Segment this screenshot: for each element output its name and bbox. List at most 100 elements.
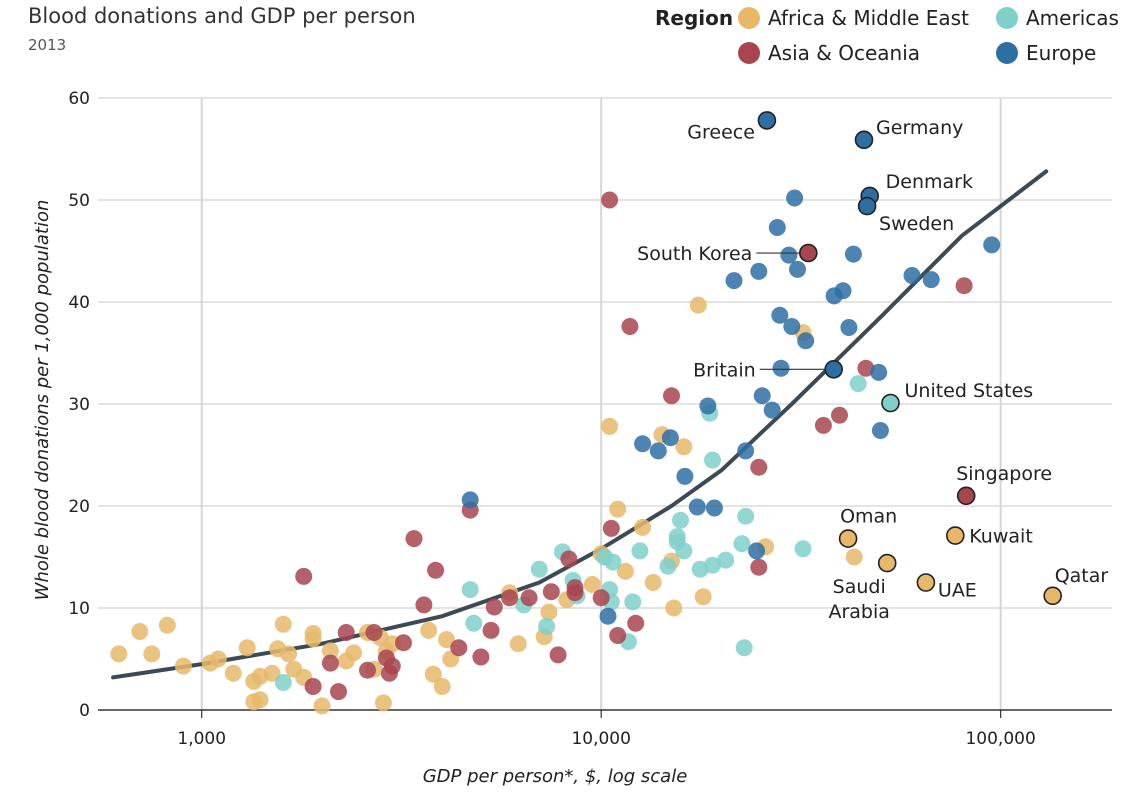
x-tick-label: 10,000	[571, 729, 630, 749]
data-point-africa-middle-east	[540, 603, 558, 621]
highlight-point-uae	[916, 573, 936, 592]
data-point-europe	[750, 262, 768, 280]
data-point-europe	[834, 282, 852, 300]
highlight-point-united-states	[881, 393, 900, 413]
data-point-asia-oceania	[321, 654, 339, 672]
data-point-americas	[461, 581, 479, 599]
data-point-americas	[675, 542, 693, 560]
annotation-britain: Britain	[693, 359, 756, 381]
data-point-americas	[274, 674, 292, 691]
data-point-asia-oceania	[609, 627, 627, 644]
data-point-europe	[771, 306, 789, 324]
data-point-africa-middle-east	[616, 562, 634, 580]
data-point-asia-oceania	[472, 648, 490, 666]
data-point-europe	[649, 442, 667, 460]
data-point-europe	[922, 271, 940, 289]
data-point-americas	[604, 553, 622, 571]
y-tick-label: 0	[79, 701, 90, 721]
chart-subtitle: 2013	[28, 36, 67, 54]
data-point-asia-oceania	[663, 387, 680, 405]
data-point-americas	[849, 375, 867, 393]
data-point-africa-middle-east	[304, 630, 322, 648]
data-point-americas	[465, 614, 483, 632]
legend-label-asia-oceania: Asia & Oceania	[768, 41, 921, 65]
data-point-africa-middle-east	[583, 576, 601, 593]
annotation-singapore: Singapore	[956, 463, 1052, 485]
data-point-asia-oceania	[955, 277, 973, 295]
data-point-africa-middle-east	[110, 645, 128, 663]
annotation-denmark: Denmark	[886, 171, 973, 193]
data-point-asia-oceania	[485, 598, 503, 616]
data-point-africa-middle-east	[280, 645, 298, 663]
y-tick-label: 10	[68, 599, 90, 619]
data-point-americas	[704, 451, 721, 469]
data-point-asia-oceania	[330, 683, 347, 701]
legend-item-americas: Americas	[996, 6, 1119, 30]
highlight-point-sweden	[857, 196, 877, 216]
data-point-asia-oceania	[395, 634, 412, 652]
data-point-asia-oceania	[621, 318, 639, 335]
data-point-americas	[737, 507, 755, 525]
data-point-europe	[983, 236, 1001, 254]
data-point-asia-oceania	[750, 458, 768, 476]
data-point-africa-middle-east	[609, 500, 627, 518]
highlight-point-greece	[757, 111, 777, 130]
data-point-africa-middle-east	[251, 691, 269, 709]
data-point-africa-middle-east	[313, 697, 331, 715]
data-point-asia-oceania	[501, 589, 519, 607]
highlight-point-oman	[838, 529, 858, 548]
legend-swatch-americas	[996, 7, 1018, 29]
data-point-europe	[688, 498, 706, 516]
data-point-asia-oceania	[304, 678, 322, 695]
data-point-africa-middle-east	[694, 588, 712, 606]
data-point-americas	[624, 593, 642, 611]
axes: 0 10 20 30 40 50 60 1,000 10,000 100,000 GDP per p…	[32, 89, 1112, 787]
data-point-europe	[789, 260, 806, 278]
legend-item-asia-oceania: Asia & Oceania	[738, 41, 920, 65]
data-point-asia-oceania	[566, 579, 584, 597]
highlight-point-saudi-arabia	[877, 553, 897, 573]
data-point-europe	[676, 467, 694, 485]
data-point-africa-middle-east	[158, 616, 176, 634]
data-point-americas	[538, 617, 556, 635]
data-point-americas	[794, 540, 812, 558]
data-point-europe	[699, 397, 717, 415]
legend-title: Region	[655, 6, 734, 30]
y-tick-label: 30	[68, 395, 90, 415]
data-point-asia-oceania	[831, 406, 848, 424]
highlight-point-qatar	[1043, 586, 1062, 606]
data-point-europe	[737, 442, 755, 460]
annotations: Greece Germany Denmark Sweden South Korea Bri…	[637, 111, 1108, 623]
data-point-americas	[631, 542, 649, 560]
data-point-americas	[717, 551, 735, 569]
data-point-americas	[735, 639, 753, 657]
highlight-point-kuwait	[945, 526, 965, 545]
data-point-americas	[672, 511, 689, 529]
x-axis-title: GDP per person*, $, log scale	[423, 766, 688, 787]
data-point-asia-oceania	[601, 191, 619, 209]
data-point-europe	[768, 219, 786, 236]
data-point-europe	[599, 607, 617, 625]
data-point-americas	[733, 535, 751, 553]
data-point-europe	[844, 245, 862, 263]
data-point-europe	[870, 363, 888, 381]
highlight-point-germany	[854, 130, 874, 150]
data-point-asia-oceania	[482, 621, 500, 639]
data-point-asia-oceania	[405, 530, 423, 548]
data-point-africa-middle-east	[433, 678, 451, 695]
data-point-europe	[753, 387, 771, 405]
annotation-uae: UAE	[938, 580, 977, 602]
annotation-united-states: United States	[905, 380, 1034, 402]
data-point-americas	[704, 556, 721, 574]
data-point-africa-middle-east	[274, 615, 292, 633]
data-point-europe	[840, 319, 858, 336]
x-tick-label: 1,000	[177, 729, 226, 749]
annotation-south-korea: South Korea	[637, 243, 752, 265]
legend-label-americas: Americas	[1026, 6, 1119, 30]
data-point-asia-oceania	[295, 567, 313, 585]
data-point-africa-middle-east	[345, 644, 363, 662]
data-point-africa-middle-east	[845, 548, 863, 566]
data-point-europe	[634, 435, 652, 453]
data-point-asia-oceania	[415, 596, 433, 614]
